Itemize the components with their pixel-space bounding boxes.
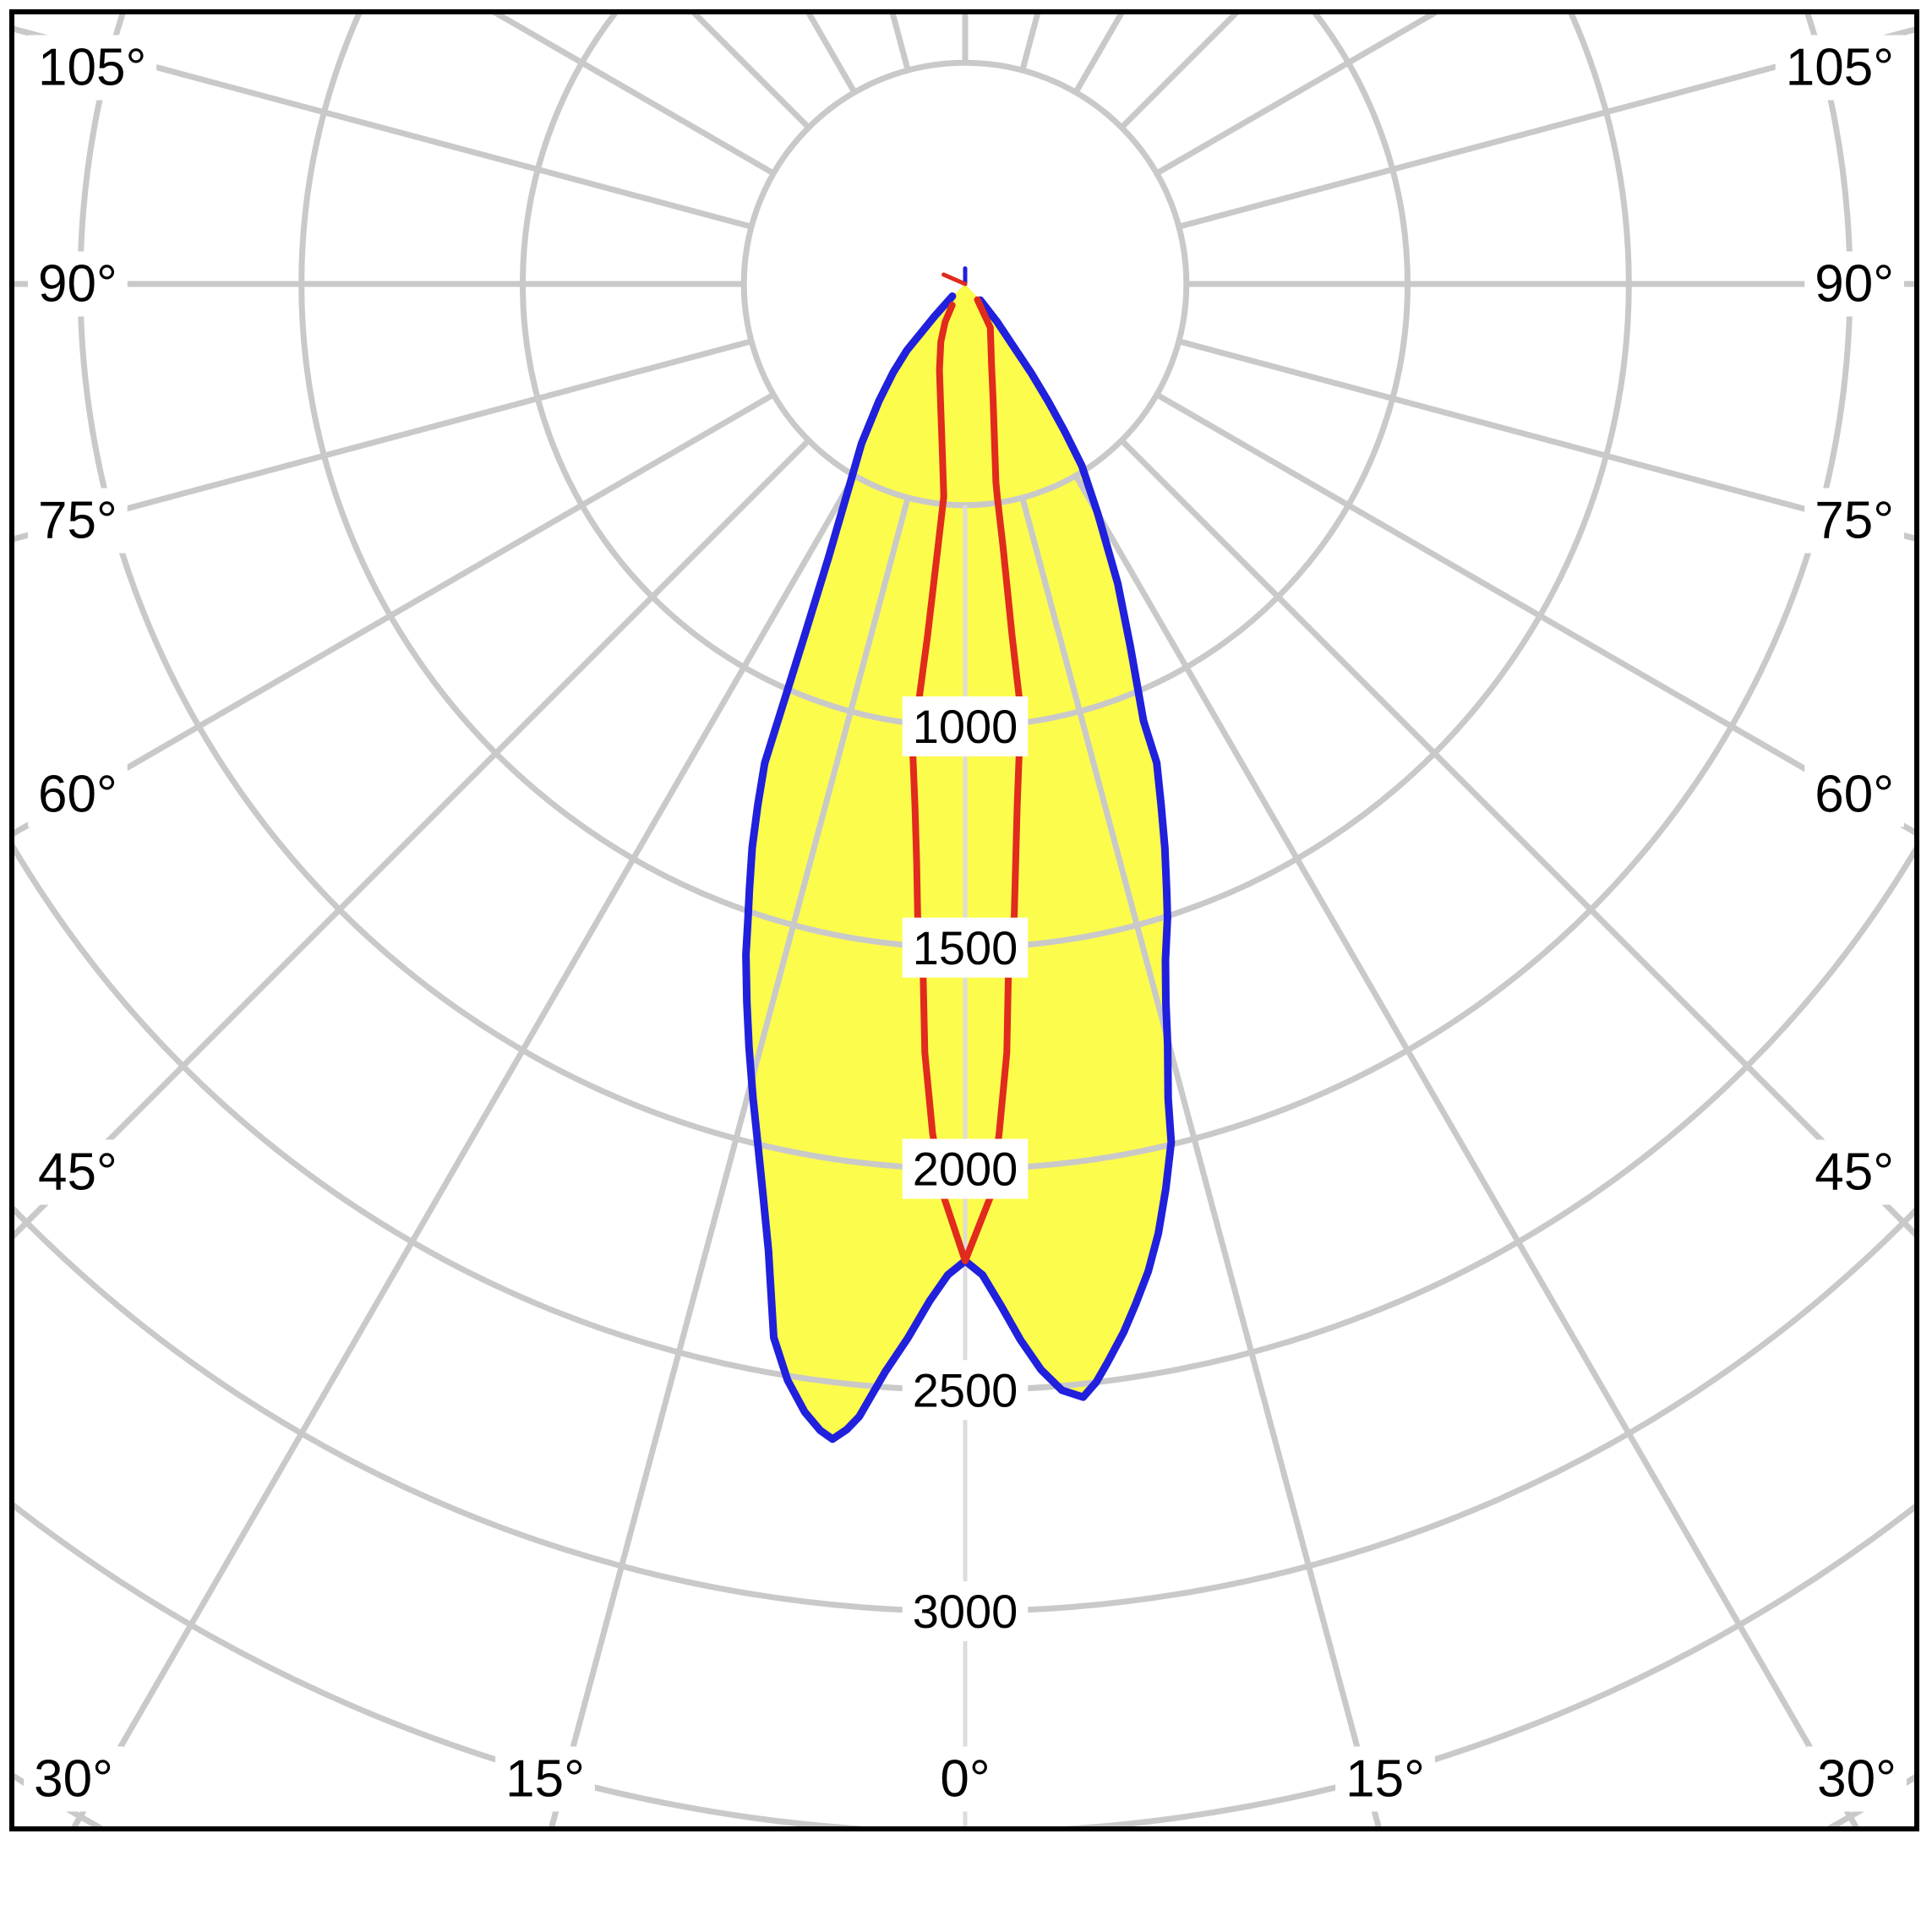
angle-label-bottom: 30° bbox=[24, 1746, 123, 1812]
angle-label-bottom-text: 15° bbox=[505, 1750, 585, 1809]
angle-label-right-text: 45° bbox=[1815, 1143, 1894, 1202]
labels: 1000 1500 2000 2500 3000 105° 105° 90° 90° 75° 75°… bbox=[24, 35, 1907, 1812]
angle-grid-line bbox=[1019, 496, 1382, 1826]
angle-grid-line bbox=[14, 438, 811, 1239]
radial-label-text: 1000 bbox=[913, 700, 1018, 753]
radial-label-background bbox=[902, 696, 1029, 756]
angle-label-right: 75° bbox=[1804, 488, 1904, 554]
angle-label-bottom-text: 30° bbox=[1817, 1750, 1897, 1809]
radial-label-text: 2500 bbox=[913, 1363, 1018, 1416]
radial-label: 2500 bbox=[902, 1360, 1029, 1421]
angle-label-left-text: 90° bbox=[38, 255, 117, 314]
angle-label-bottom-background bbox=[24, 1746, 123, 1812]
angle-label-bottom: 0° bbox=[930, 1746, 1001, 1812]
angle-label-right-text: 75° bbox=[1815, 492, 1894, 550]
angle-grid-line bbox=[548, 496, 911, 1826]
angle-label-right-background bbox=[1804, 251, 1904, 317]
inner-curve-red-pole-spike bbox=[941, 272, 968, 287]
angle-label-bottom-text: 0° bbox=[940, 1750, 990, 1809]
angle-label-left-background bbox=[28, 251, 128, 317]
radial-label-background bbox=[902, 1360, 1029, 1421]
angle-grid-line bbox=[1072, 473, 1859, 1826]
angle-label-bottom-background bbox=[1335, 1746, 1435, 1812]
angle-label-left-text: 45° bbox=[38, 1143, 117, 1202]
angle-label-left-text: 75° bbox=[38, 492, 117, 550]
angle-label-bottom-background bbox=[930, 1746, 1001, 1812]
angle-grid-line bbox=[71, 473, 858, 1826]
angle-label-bottom: 15° bbox=[495, 1746, 595, 1812]
angle-grid-line bbox=[1154, 14, 1438, 177]
radial-label-background bbox=[902, 917, 1029, 978]
angle-grid-line bbox=[14, 338, 753, 543]
angle-grid-line bbox=[14, 391, 776, 837]
radial-label-text: 1500 bbox=[913, 921, 1018, 974]
red-curve bbox=[909, 296, 1026, 1264]
angle-label-bottom-text: 30° bbox=[34, 1750, 113, 1809]
angle-label-left: 45° bbox=[28, 1139, 128, 1205]
angle-label-right-text: 90° bbox=[1815, 255, 1894, 314]
radial-label-text: 2000 bbox=[913, 1143, 1018, 1196]
angle-label-right: 60° bbox=[1804, 761, 1904, 827]
angle-label-left-background bbox=[28, 35, 157, 101]
angle-label-bottom: 30° bbox=[1807, 1746, 1907, 1812]
angle-label-right-background bbox=[1804, 488, 1904, 554]
angle-label-right: 105° bbox=[1775, 35, 1904, 101]
angle-grid-line bbox=[1177, 26, 1914, 230]
angle-label-right-text: 105° bbox=[1786, 39, 1894, 97]
angle-label-left-background bbox=[28, 1139, 128, 1205]
angle-label-left-background bbox=[28, 488, 128, 554]
radial-label: 1500 bbox=[902, 917, 1029, 978]
angle-label-right-text: 60° bbox=[1815, 766, 1894, 824]
angle-label-right-background bbox=[1804, 761, 1904, 827]
radial-label: 2000 bbox=[902, 1138, 1029, 1199]
angle-label-left: 105° bbox=[28, 35, 157, 101]
radial-label: 3000 bbox=[902, 1581, 1029, 1641]
angle-grid-line bbox=[492, 14, 776, 177]
angle-label-left-background bbox=[28, 761, 128, 827]
angle-label-bottom: 15° bbox=[1335, 1746, 1435, 1812]
angle-grid-line bbox=[14, 25, 753, 230]
angle-grid-line bbox=[1119, 438, 1914, 1237]
angle-label-bottom-background bbox=[495, 1746, 595, 1812]
angle-label-left-text: 105° bbox=[38, 39, 146, 97]
radial-label-background bbox=[902, 1138, 1029, 1199]
radial-label-text: 3000 bbox=[913, 1585, 1018, 1638]
angle-label-left: 90° bbox=[28, 251, 128, 317]
angle-label-right: 45° bbox=[1804, 1139, 1904, 1205]
beam-lobe-fill bbox=[745, 284, 1171, 1439]
plot-border bbox=[9, 9, 1919, 1831]
angle-label-bottom-background bbox=[1807, 1746, 1907, 1812]
radial-label-background bbox=[902, 1581, 1029, 1641]
angle-label-right: 90° bbox=[1804, 251, 1904, 317]
angle-label-right-background bbox=[1804, 1139, 1904, 1205]
angle-label-left-text: 60° bbox=[38, 766, 117, 824]
radial-label: 1000 bbox=[902, 696, 1029, 756]
angle-label-left: 75° bbox=[28, 488, 128, 554]
angle-grid-line bbox=[1177, 338, 1914, 542]
angle-label-right-background bbox=[1775, 35, 1904, 101]
blue-curve bbox=[742, 292, 1176, 1444]
angle-grid-line bbox=[1154, 391, 1914, 836]
angle-label-left: 60° bbox=[28, 761, 128, 827]
angle-label-bottom-text: 15° bbox=[1345, 1750, 1425, 1809]
